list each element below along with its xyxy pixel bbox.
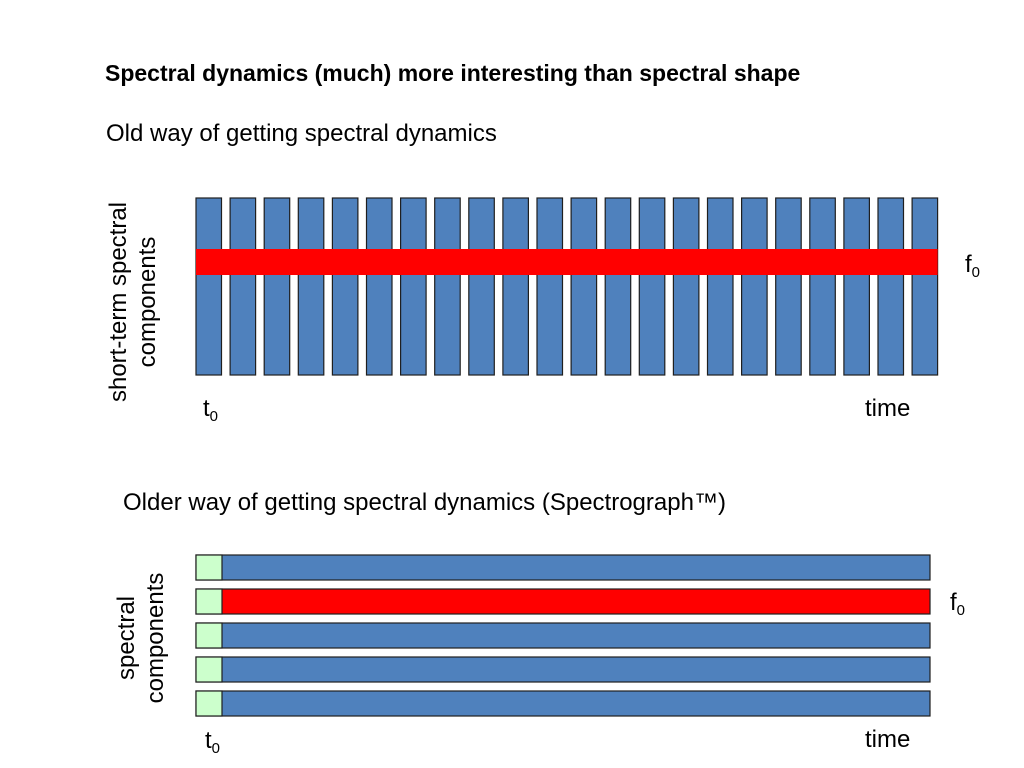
section1-t0-base: t — [203, 395, 210, 422]
section2-heading: Older way of getting spectral dynamics (… — [123, 489, 726, 516]
spectral-frame — [434, 197, 461, 376]
band-start-cell — [195, 588, 223, 615]
section2-f0-subscript: 0 — [956, 602, 966, 619]
spectral-frame — [911, 197, 939, 376]
section2-t0-label: t0 — [205, 727, 221, 757]
band-start-cell — [195, 656, 223, 683]
spectral-frame — [706, 197, 734, 376]
section1-heading: Old way of getting spectral dynamics — [106, 120, 497, 147]
section2-t0-base: t — [205, 727, 212, 754]
section2-y-axis-label: spectral components — [112, 573, 170, 704]
spectral-frame — [843, 197, 871, 376]
f0-highlight-strip — [196, 249, 938, 275]
section2-y-label-line1: spectral — [113, 595, 140, 681]
spectral-frame — [400, 197, 427, 376]
spectral-frame — [468, 197, 495, 376]
spectral-band — [195, 656, 931, 683]
section1-y-axis-label: short-term spectral components — [104, 202, 162, 402]
section1-time-label: time — [865, 395, 911, 422]
spectral-frame — [263, 197, 291, 376]
spectral-frame — [570, 197, 598, 376]
spectral-frame — [877, 197, 905, 376]
spectral-band — [195, 690, 931, 717]
spectral-frame — [502, 197, 529, 376]
section2-t0-subscript: 0 — [211, 740, 221, 757]
spectral-band — [195, 554, 931, 581]
section1-t0-subscript: 0 — [209, 408, 219, 425]
section1-f0-subscript: 0 — [971, 264, 981, 281]
spectral-frame — [365, 197, 393, 376]
band-start-cell — [195, 622, 223, 649]
spectral-frame — [229, 197, 257, 376]
section2-time-label: time — [865, 726, 911, 753]
spectral-frame — [740, 197, 768, 376]
band-start-cell — [195, 554, 223, 581]
spectral-frame — [604, 197, 632, 376]
section2-f0-base: f — [950, 589, 957, 616]
section1-f0-base: f — [965, 251, 972, 278]
spectral-band — [195, 622, 931, 649]
spectral-frame — [331, 197, 359, 376]
spectral-frame — [195, 197, 223, 376]
section2-y-label-line2: components — [142, 572, 169, 704]
spectral-band — [195, 588, 931, 615]
slide-title: Spectral dynamics (much) more interestin… — [105, 60, 801, 86]
spectral-frame — [672, 197, 700, 376]
section1-f0-label: f0 — [965, 251, 981, 281]
spectral-frame — [536, 197, 564, 376]
spectral-frame — [297, 197, 325, 376]
band-start-cell — [195, 690, 223, 717]
spectral-frame — [638, 197, 666, 376]
section1-y-label-line2: components — [134, 236, 161, 368]
spectral-frame — [809, 197, 836, 376]
spectral-frame — [775, 197, 802, 376]
section1-t0-label: t0 — [203, 395, 219, 425]
section2-f0-label: f0 — [950, 589, 966, 619]
section1-y-label-line1: short-term spectral — [105, 201, 132, 403]
